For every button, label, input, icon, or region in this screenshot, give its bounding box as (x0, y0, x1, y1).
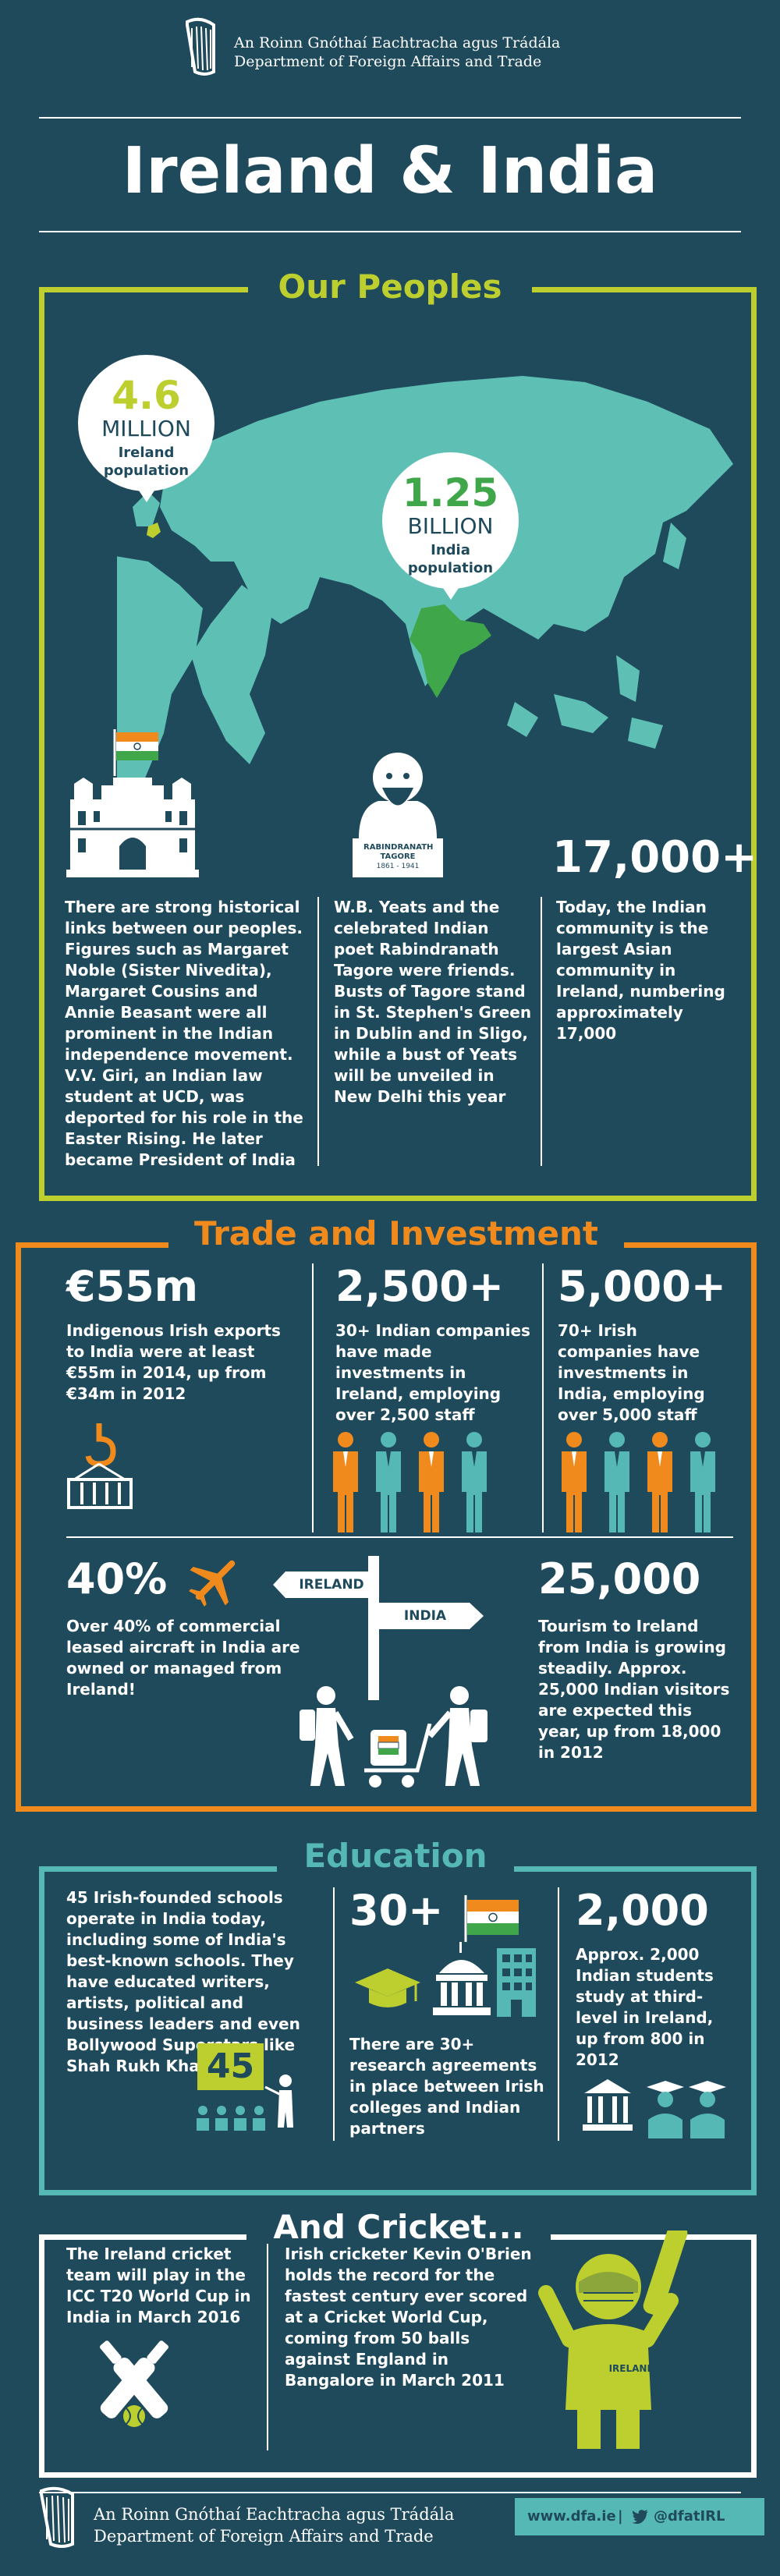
sign-india-label: INDIA (403, 1608, 447, 1624)
column-divider (558, 1887, 559, 2141)
cricket-section-title: And Cricket... (246, 2207, 551, 2248)
irish-staff-workers (560, 1431, 728, 1536)
footer-dept-irish: An Roinn Gnóthaí Eachtracha agus Trádála (94, 2505, 455, 2524)
tagore-bust-icon (359, 753, 437, 838)
header-dept-irish: An Roinn Gnóthaí Eachtracha agus Trádála (234, 34, 561, 51)
teacher-students-icon (197, 2075, 293, 2131)
aircraft-value: 40% (66, 1554, 168, 1603)
column-divider (312, 1263, 314, 1532)
school-board (197, 2043, 264, 2090)
footer-harp-logo-icon (40, 2486, 74, 2548)
irish-companies-value: 5,000+ (558, 1262, 727, 1311)
divider (39, 2492, 741, 2493)
indian-companies-text: 30+ Indian companies have made investmen… (335, 1321, 530, 1424)
twitter-link[interactable]: @dfatIRL (654, 2508, 725, 2525)
page-title: Ireland & India (122, 134, 658, 208)
sign-ireland-label: IRELAND (299, 1577, 364, 1593)
sign-ireland-board (273, 1571, 378, 1598)
traveler-with-cart-icon (427, 1686, 488, 1786)
column-divider (542, 1263, 544, 1532)
ireland-population-value: 4.6 (112, 373, 181, 418)
signpost: IRELAND INDIA (273, 1556, 507, 1790)
crane-container-icon (67, 1423, 133, 1509)
column-divider (317, 897, 319, 1166)
twitter-bird-icon (632, 2510, 648, 2525)
peoples-community-text: Today, the Indian community is the large… (556, 898, 725, 1043)
indian-community-number: 17,000+ (552, 832, 758, 883)
ireland-population-label: Ireland population (103, 445, 190, 479)
footer-separator: | (618, 2508, 623, 2525)
education-section-title: Education (277, 1836, 514, 1876)
luggage-trolley-icon (364, 1724, 432, 1788)
cricket-world-cup-text: The Ireland cricket team will play in th… (66, 2245, 251, 2326)
tourism-value: 25,000 (538, 1554, 701, 1603)
footer-contact-bar: www.dfa.ie | @dfatIRL (515, 2498, 764, 2535)
header-dept-english: Department of Foreign Affairs and Trade (234, 53, 542, 70)
schools-text: 45 Irish-founded schools operate in Indi… (66, 1888, 300, 2075)
school-board-number: 45 (206, 2046, 255, 2086)
crossed-bats-icon (100, 2340, 168, 2427)
irish-companies-text: 70+ Irish companies have investments in … (558, 1321, 705, 1424)
office-building-icon (497, 1948, 536, 2017)
exports-value: €55m (66, 1262, 198, 1311)
footer-dept-english: Department of Foreign Affairs and Trade (94, 2527, 434, 2546)
worker-icon (647, 1432, 672, 1532)
harp-logo-icon (186, 17, 215, 76)
india-population-unit: BILLION (407, 513, 494, 539)
students-text: Approx. 2,000 Indian students study at t… (576, 1945, 714, 2069)
worker-icon (333, 1432, 358, 1532)
worker-icon (690, 1432, 715, 1532)
airplane-icon (189, 1560, 236, 1607)
divider (39, 117, 741, 119)
column-divider (333, 1887, 335, 2141)
jersey-label: IRELAND (608, 2363, 655, 2374)
column-divider (267, 2244, 268, 2450)
worker-icon (462, 1432, 487, 1532)
peoples-yeats-tagore-text: W.B. Yeats and the celebrated Indian poe… (334, 898, 532, 1106)
worker-icon (604, 1432, 629, 1532)
website-link[interactable]: www.dfa.ie (527, 2508, 616, 2525)
india-population-bubble: 1.25 BILLION India population (382, 452, 519, 600)
university-students-icon (583, 2079, 726, 2138)
research-value: 30+ (349, 1886, 444, 1935)
ireland-population-unit: MILLION (101, 416, 191, 441)
tourism-text: Tourism to Ireland from India is growing… (538, 1617, 730, 1762)
college-building-icon (433, 1942, 491, 2015)
traveler-with-backpack-icon (300, 1686, 354, 1786)
students-value: 2,000 (576, 1886, 709, 1935)
india-population-label: India population (407, 542, 494, 576)
peoples-history-text: There are strong historical links betwee… (65, 898, 303, 1169)
aircraft-text: Over 40% of commercial leased aircraft i… (66, 1617, 300, 1699)
research-text: There are 30+ research agreements in pla… (349, 2035, 544, 2138)
exports-text: Indigenous Irish exports to India were a… (66, 1321, 281, 1403)
india-population-value: 1.25 (402, 470, 499, 516)
indian-companies-value: 2,500+ (335, 1262, 505, 1311)
cricketer-icon (538, 2231, 688, 2449)
worker-icon (419, 1432, 444, 1532)
divider (66, 1536, 733, 1538)
india-flag-icon (464, 1895, 519, 1942)
kevin-obrien-text: Irish cricketer Kevin O'Brien holds the … (285, 2245, 532, 2390)
graduation-cap-icon (355, 1968, 420, 2007)
ireland-population-bubble: 4.6 MILLION Ireland population (78, 355, 214, 502)
column-divider (541, 897, 542, 1166)
tagore-plaque-name: RABINDRANATH TAGORE (363, 843, 434, 861)
peoples-section-title: Our Peoples (248, 267, 532, 307)
sign-india-board (374, 1603, 484, 1629)
header: An Roinn Gnóthaí Eachtracha agus Trádála… (0, 0, 780, 119)
indian-staff-workers (332, 1431, 499, 1536)
red-fort-icon (66, 729, 199, 877)
tagore-plaque: RABINDRANATH TAGORE 1861 - 1941 (353, 838, 443, 877)
worker-icon (376, 1432, 401, 1532)
trade-section-title: Trade and Investment (168, 1214, 624, 1254)
tagore-plaque-years: 1861 - 1941 (376, 863, 420, 870)
divider (39, 231, 741, 232)
worker-icon (562, 1432, 587, 1532)
